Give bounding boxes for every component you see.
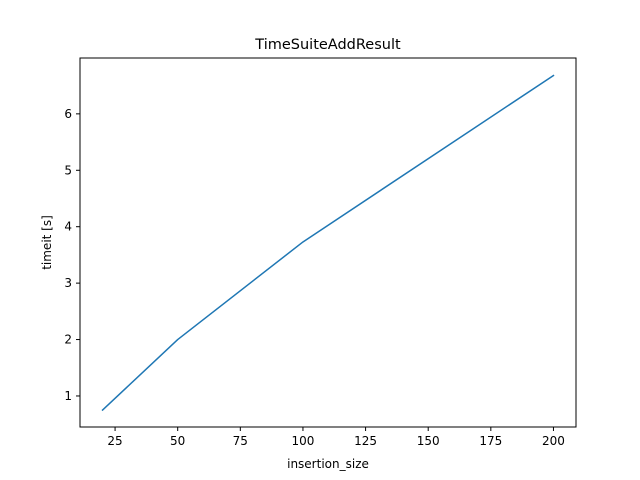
x-tick-label: 100 [291,434,314,448]
y-tick-label: 4 [64,220,72,234]
y-tick-label: 3 [64,276,72,290]
chart-title: TimeSuiteAddResult [254,37,401,53]
plot-frame [79,57,577,428]
x-axis-ticks: 25 50 75 100 125 150 175 200 [107,427,565,448]
x-tick-label: 25 [107,434,122,448]
y-axis-ticks: 1 2 3 4 5 6 [64,107,80,403]
x-axis-label: insertion_size [287,457,369,471]
x-tick-label: 175 [479,434,502,448]
x-tick-label: 150 [417,434,440,448]
x-tick-label: 125 [354,434,377,448]
y-tick-label: 6 [64,107,72,121]
y-tick-label: 1 [64,389,72,403]
y-axis-label: timeit [s] [40,215,54,270]
x-tick-label: 200 [542,434,565,448]
x-tick-label: 75 [233,434,248,448]
y-tick-label: 2 [64,333,72,347]
x-tick-label: 50 [170,434,185,448]
series-line [101,74,555,412]
y-tick-label: 5 [64,163,72,177]
plot-area [101,74,555,412]
